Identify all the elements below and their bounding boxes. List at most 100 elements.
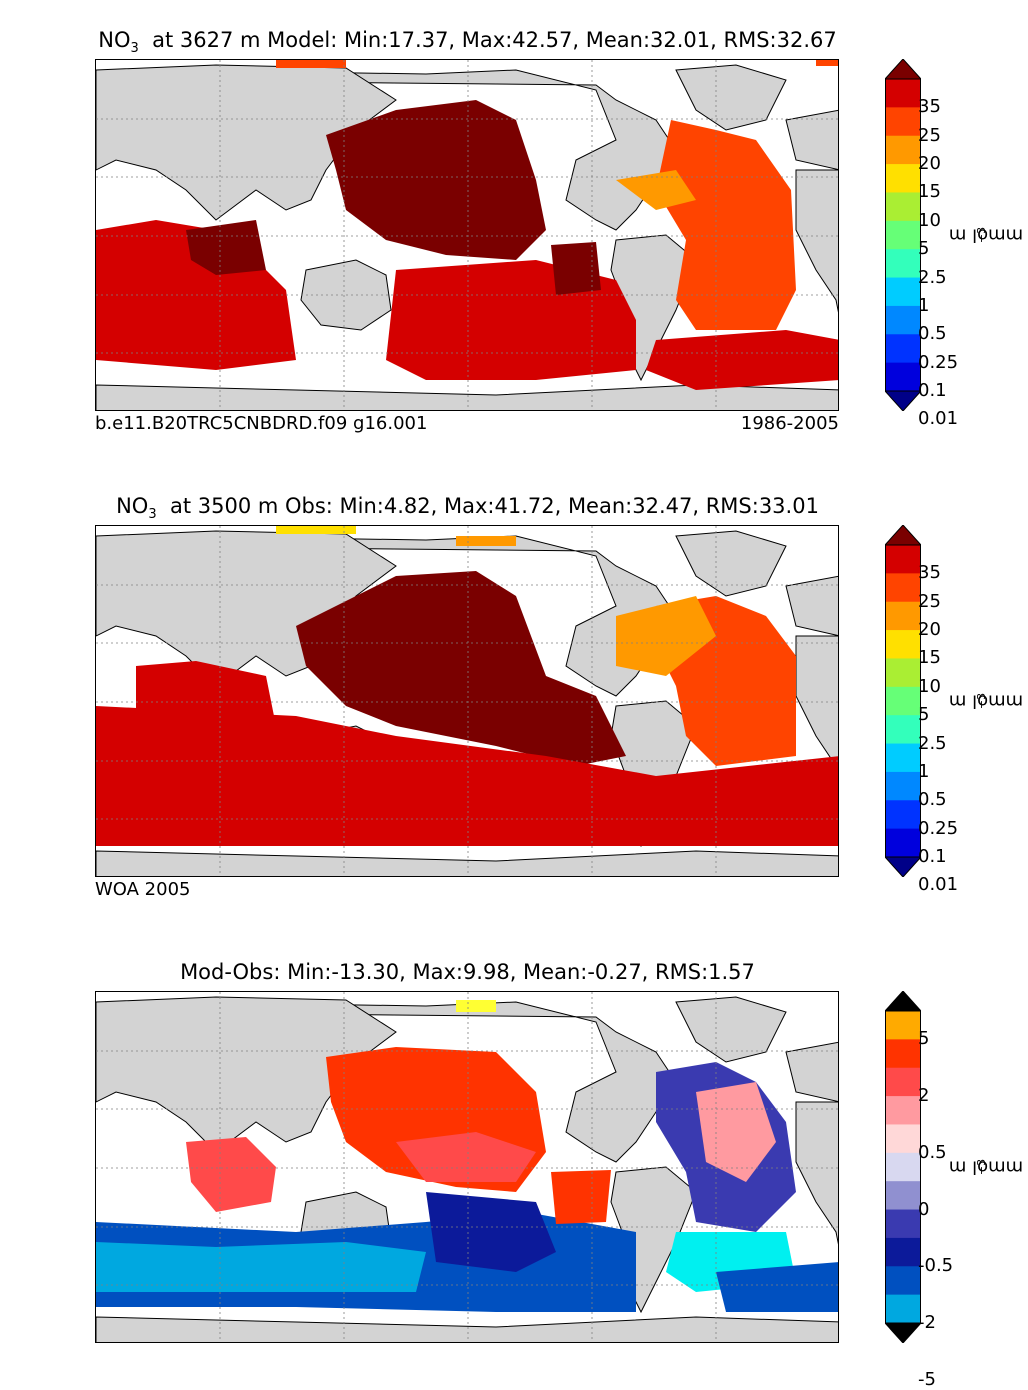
field-south-cyan xyxy=(96,1242,426,1292)
colorbar-tick-label: 10 xyxy=(918,209,941,231)
colorbar-tick-label: 20 xyxy=(918,619,941,641)
field-pacific xyxy=(326,100,546,260)
colorbar-band xyxy=(885,545,921,574)
colorbar-tick-label: -2 xyxy=(918,1312,936,1333)
colorbar-tick-label: 0.1 xyxy=(918,380,947,401)
colorbar-band xyxy=(885,1067,921,1097)
colorbar-band xyxy=(885,686,921,716)
land-europe xyxy=(785,109,838,171)
colorbar-band xyxy=(885,1266,921,1296)
land-eurasia xyxy=(96,530,397,687)
field-south-ocean xyxy=(646,330,838,390)
field-arctic-patch xyxy=(276,526,356,534)
colorbar-band xyxy=(885,1181,921,1211)
field-deep-blue xyxy=(426,1192,556,1272)
colorbar-tick-label: 1 xyxy=(918,760,930,782)
colorbar-tick-label: 35 xyxy=(918,96,941,118)
colorbar-tick-label: 0 xyxy=(918,1198,930,1220)
colorbar-band xyxy=(885,79,921,108)
colorbar-tick-label: 0.25 xyxy=(918,351,959,373)
colorbar-tick-label: 25 xyxy=(918,124,941,146)
colorbar-unit: mmol m −3 xyxy=(948,690,1024,712)
case-name: b.e11.B20TRC5CNBDRD.f09 g16.001 xyxy=(95,413,428,434)
map-plot xyxy=(95,991,839,1343)
colorbar-band xyxy=(885,362,921,392)
colorbar-tick-label: 0.1 xyxy=(918,846,947,867)
colorbar-extend-bottom xyxy=(885,856,921,877)
colorbar-band xyxy=(885,135,921,165)
colorbar-band xyxy=(885,1096,921,1125)
colorbar-band xyxy=(885,771,921,801)
colorbar-band xyxy=(885,715,921,745)
field-indian-north xyxy=(186,220,266,275)
colorbar-tick-label: 25 xyxy=(918,590,941,612)
colorbar-band xyxy=(885,601,921,631)
land-greenland xyxy=(675,996,787,1063)
land-greenland xyxy=(675,64,787,131)
field-south-atlantic-blue xyxy=(716,1262,838,1312)
field-atlantic xyxy=(656,120,796,330)
field-north-atlantic xyxy=(616,596,716,676)
colorbar-tick-label: 0.5 xyxy=(918,789,947,811)
colorbar-tick-label: 20 xyxy=(918,153,941,175)
colorbar-unit: mmol m −3 xyxy=(948,1156,1024,1178)
land-eurasia xyxy=(96,996,397,1153)
colorbar-tick-label: 0.25 xyxy=(918,817,959,839)
date-range: 1986-2005 xyxy=(740,413,839,434)
colorbar-tick-label: 5 xyxy=(918,1028,930,1050)
colorbar-extend-top xyxy=(885,525,921,546)
colorbar-band xyxy=(885,573,921,603)
colorbar-extend-top xyxy=(885,59,921,80)
colorbar-tick-label: 2.5 xyxy=(918,732,947,754)
colorbar-tick-label: 15 xyxy=(918,181,941,203)
colorbar-band xyxy=(885,220,921,250)
field-arctic-patch xyxy=(456,1000,496,1012)
colorbar-tick-label: 2.5 xyxy=(918,266,947,288)
colorbar-band xyxy=(885,743,921,773)
colorbar-band xyxy=(885,828,921,858)
panel-title: NO3 at 3500 m Obs: Min:4.82, Max:41.72, … xyxy=(116,494,819,523)
colorbar-tick-label: 5 xyxy=(918,704,930,726)
land-africa xyxy=(795,1101,838,1245)
graticule xyxy=(96,526,838,876)
colorbar-band xyxy=(885,1039,921,1069)
field-arctic-patch xyxy=(276,60,346,68)
panel-model: NO3 at 3627 m Model: Min:17.37, Max:42.5… xyxy=(0,0,1028,460)
land-antarctica xyxy=(96,850,838,876)
colorbar-band xyxy=(885,192,921,222)
panel-title: Mod-Obs: Min:-13.30, Max:9.98, Mean:-0.2… xyxy=(180,960,755,984)
colorbar-tick-label: 15 xyxy=(918,647,941,669)
colorbar-band xyxy=(885,249,921,279)
colorbar-band xyxy=(885,800,921,830)
field-pacific-pink xyxy=(396,1132,536,1182)
land-eurasia xyxy=(96,64,397,221)
colorbar-extend-bottom xyxy=(885,390,921,411)
field-south xyxy=(96,706,838,846)
colorbar-tick-label: -0.5 xyxy=(918,1255,954,1277)
colorbar-extend-bottom xyxy=(885,1322,921,1343)
colorbar xyxy=(885,59,921,411)
colorbar-tick-label: 0.5 xyxy=(918,323,947,345)
land-antarctica xyxy=(96,384,838,410)
land-europe xyxy=(785,1041,838,1103)
colorbar-tick-label: -5 xyxy=(918,1368,936,1390)
colorbar-extend-top xyxy=(885,991,921,1012)
land-north-america xyxy=(96,535,677,697)
colorbar-tick-label: 2 xyxy=(918,1085,930,1107)
field-arctic-patch-2 xyxy=(456,536,516,546)
colorbar-band xyxy=(885,1294,921,1324)
field-east-pacific xyxy=(551,1170,611,1224)
obs-source: WOA 2005 xyxy=(95,879,191,900)
panel-title: NO3 at 3627 m Model: Min:17.37, Max:42.5… xyxy=(98,28,837,57)
colorbar-band xyxy=(885,1237,921,1267)
colorbar-tick-label: 10 xyxy=(918,675,941,697)
field-indian-north xyxy=(136,661,276,741)
land-europe xyxy=(785,575,838,637)
colorbar-tick-label: 0.01 xyxy=(918,408,959,430)
panel-diff: Mod-Obs: Min:-13.30, Max:9.98, Mean:-0.2… xyxy=(0,932,1028,1388)
land-africa xyxy=(795,169,838,313)
colorbar-band xyxy=(885,334,921,364)
colorbar-band xyxy=(885,630,921,659)
field-north-atlantic xyxy=(616,170,696,210)
colorbar-tick-label: 1 xyxy=(918,294,930,316)
